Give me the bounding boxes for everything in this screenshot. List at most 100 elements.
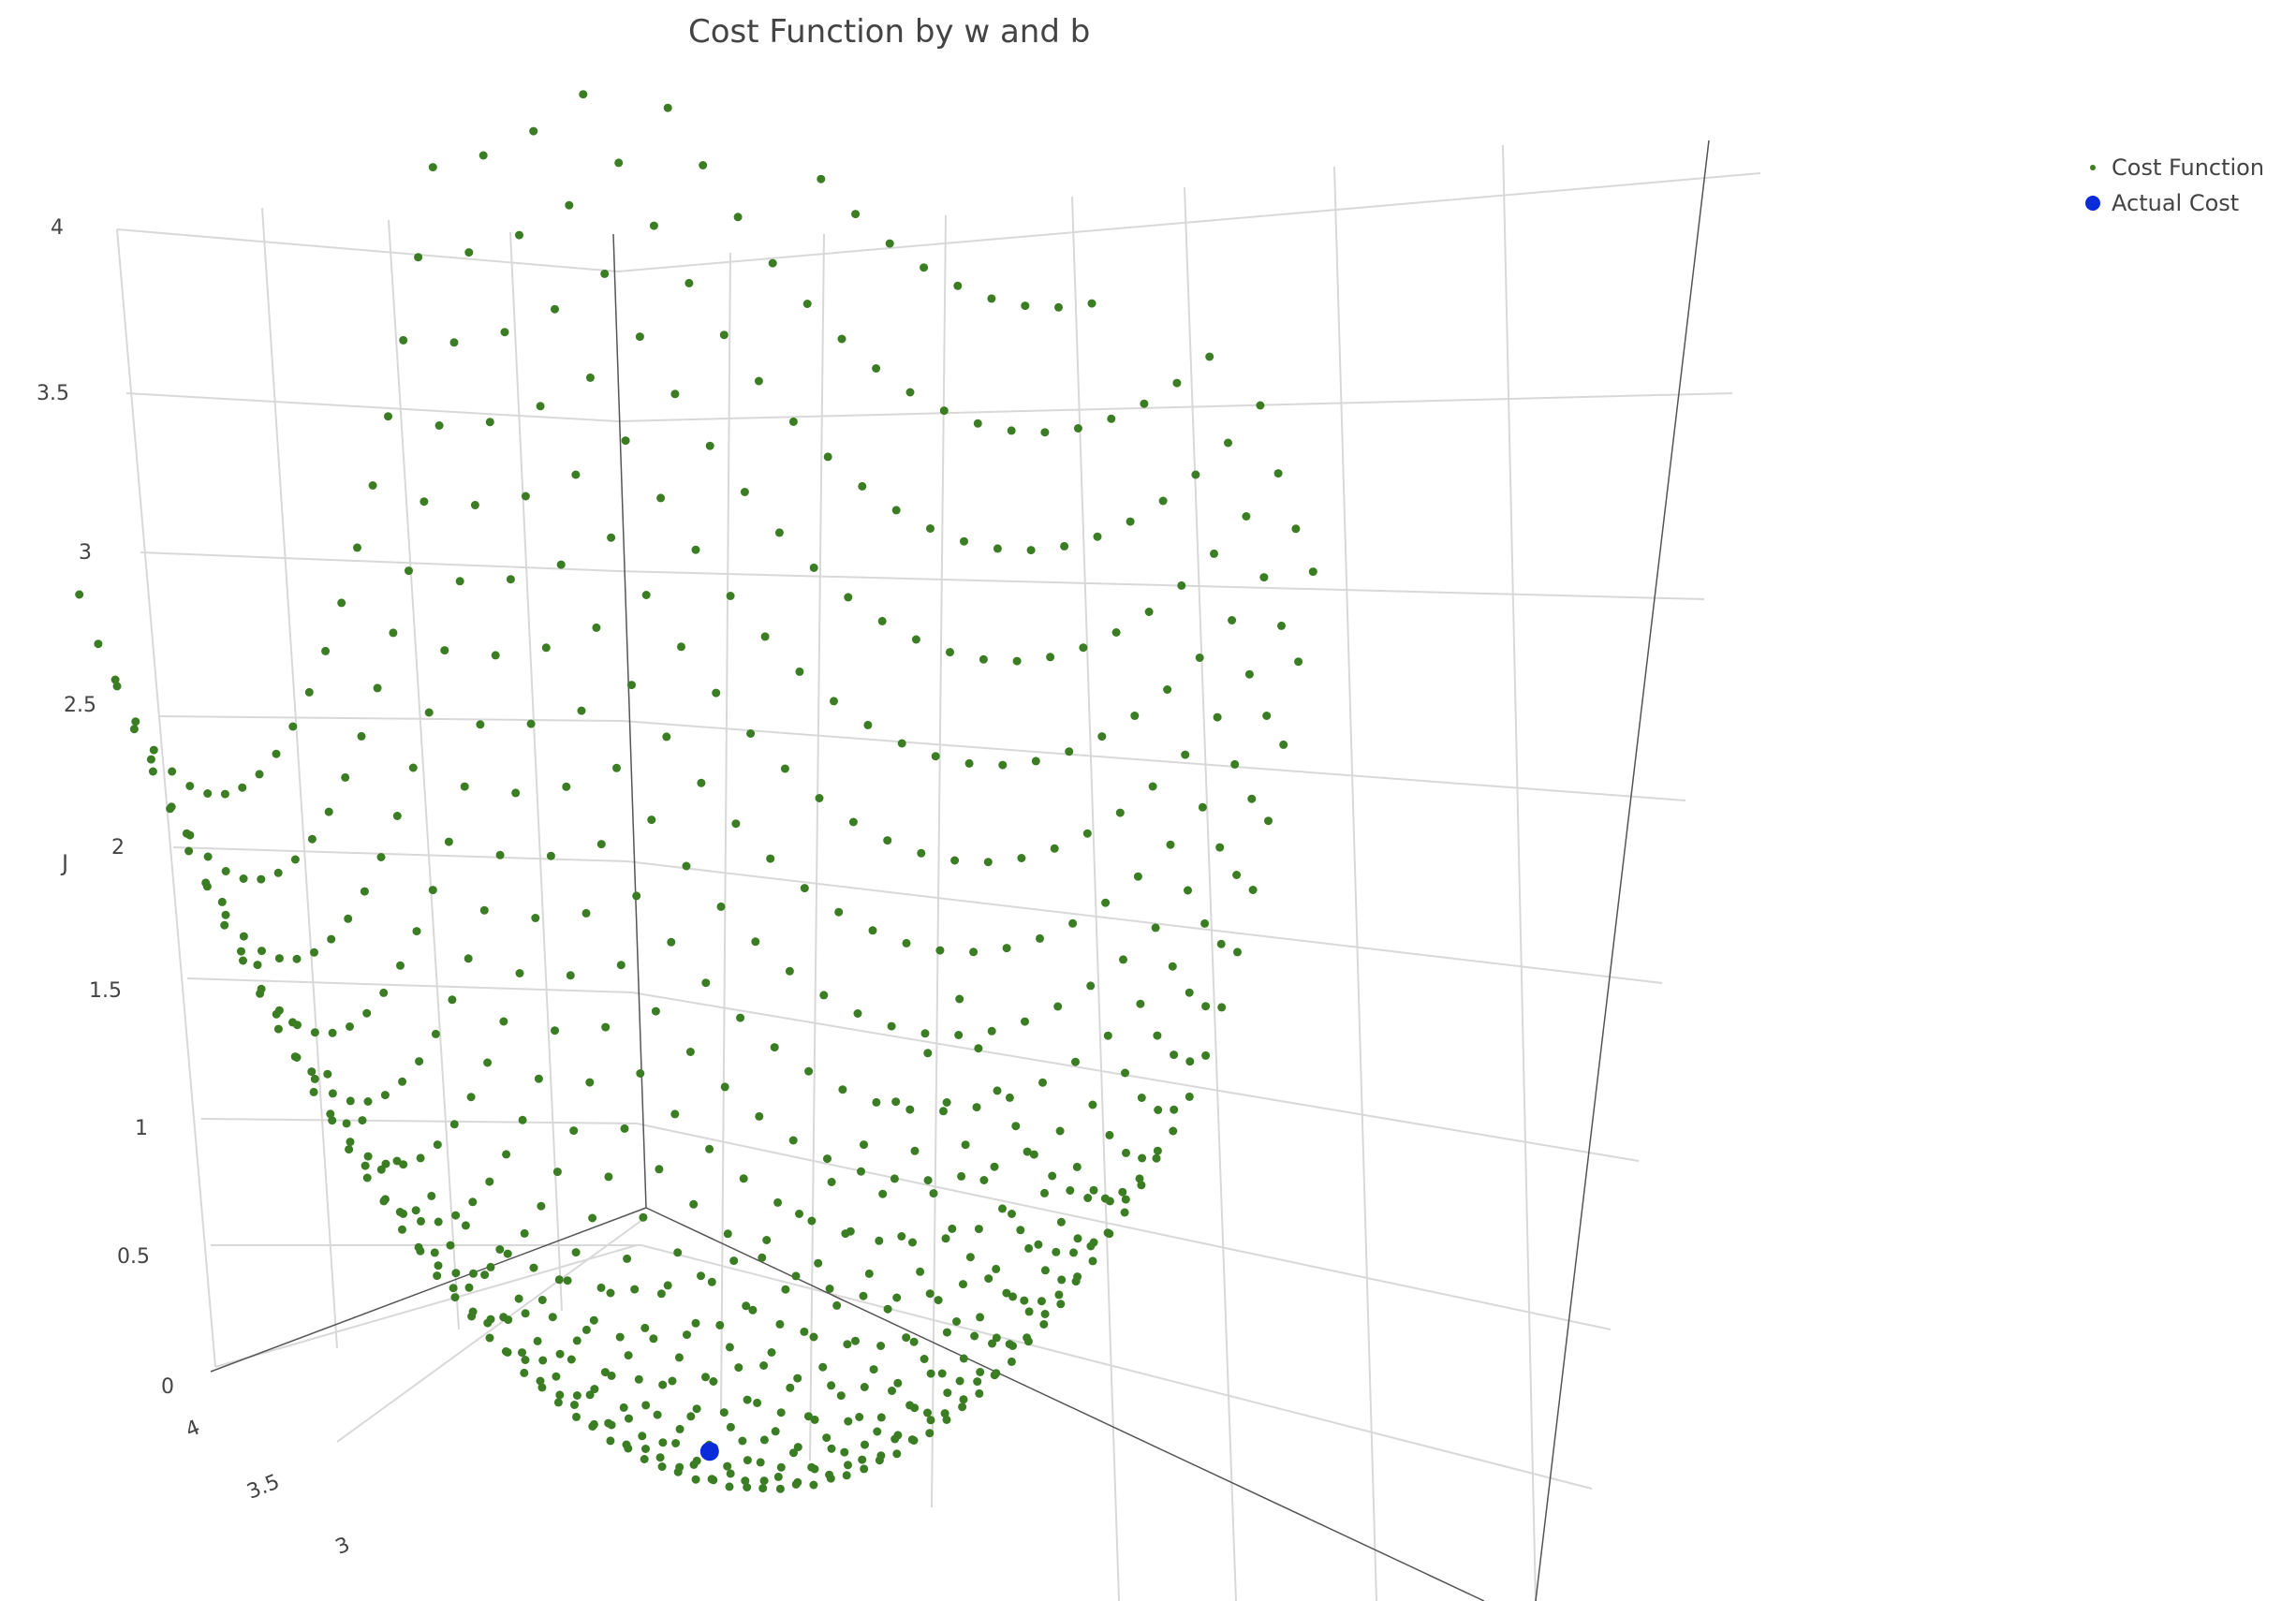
cost-function-point — [1082, 829, 1092, 838]
cost-function-point — [1021, 1017, 1029, 1026]
cost-function-point — [346, 1022, 354, 1031]
cost-function-point — [705, 1144, 714, 1153]
cost-function-point — [785, 966, 794, 976]
cost-function-point — [897, 739, 906, 748]
cost-function-point — [825, 1285, 834, 1293]
cost-function-point — [554, 1275, 564, 1285]
cost-function-point — [1026, 546, 1036, 555]
cost-function-point — [926, 1369, 935, 1378]
cost-function-point — [1069, 1248, 1078, 1257]
cost-function-point — [1060, 541, 1069, 551]
cost-function-point — [360, 887, 369, 896]
cost-function-point — [323, 1069, 332, 1079]
cost-function-point — [521, 492, 530, 501]
grid-line — [1333, 166, 1377, 1601]
cost-function-point — [290, 855, 300, 864]
cost-function-point — [585, 1390, 595, 1400]
cost-function-point — [740, 488, 749, 496]
grid-line — [809, 233, 825, 1461]
cost-function-point — [1210, 549, 1218, 558]
cost-function-point — [449, 338, 459, 347]
cost-function-point — [823, 1154, 832, 1164]
legend-item-cost-function[interactable]: Cost Function — [2074, 150, 2264, 185]
cost-function-point — [1181, 750, 1190, 759]
cost-function-point — [506, 575, 515, 584]
legend-item-actual-cost[interactable]: Actual Cost — [2074, 185, 2264, 221]
cost-function-point — [931, 752, 940, 761]
cost-function-point — [948, 1224, 957, 1233]
cost-function-point — [781, 1285, 790, 1294]
cost-function-point — [1153, 1031, 1162, 1040]
cost-function-point — [621, 436, 630, 446]
cost-function-point — [689, 1460, 699, 1469]
cost-function-point — [964, 758, 974, 768]
cost-function-point — [827, 1444, 836, 1453]
cost-function-point — [1121, 1068, 1129, 1078]
cost-function-point — [743, 1483, 752, 1491]
cost-function-point — [548, 1313, 557, 1322]
cost-function-point — [658, 1438, 668, 1447]
cost-function-point — [541, 643, 551, 653]
cost-function-point — [324, 807, 333, 816]
cost-function-point — [1017, 854, 1026, 862]
cost-function-point — [1005, 1340, 1014, 1349]
cost-function-point — [538, 1356, 548, 1365]
cost-function-point — [662, 732, 671, 742]
cost-function-point — [902, 938, 911, 947]
cost-function-point — [1169, 1126, 1178, 1136]
cost-function-point — [804, 1066, 814, 1076]
cost-function-point — [851, 210, 861, 219]
cost-function-point — [428, 163, 437, 172]
cost-function-point — [1093, 532, 1102, 541]
cost-function-point — [1103, 1228, 1112, 1238]
cost-function-point — [1137, 1181, 1146, 1190]
cost-function-point — [786, 1383, 795, 1392]
cost-function-point — [719, 330, 729, 340]
cost-function-point — [292, 954, 302, 963]
cost-function-point — [555, 1349, 565, 1359]
cost-function-point — [920, 1029, 930, 1038]
cost-function-point — [1002, 944, 1011, 953]
cost-function-point — [166, 804, 175, 814]
cost-function-point — [883, 1304, 892, 1314]
cost-function-point — [731, 819, 741, 829]
cost-function-point — [417, 1216, 425, 1226]
cost-function-point — [677, 642, 685, 652]
cost-function-point — [844, 1417, 853, 1426]
cost-function-point — [1135, 1174, 1144, 1183]
cost-function-point — [1057, 1275, 1067, 1285]
x-wall-edge — [1535, 140, 1710, 1601]
cost-function-point — [537, 1296, 547, 1304]
cost-function-point — [917, 848, 926, 858]
cost-function-point — [449, 1120, 459, 1129]
cost-function-point — [776, 1408, 786, 1417]
cost-function-point — [1213, 712, 1222, 722]
cost-function-point — [987, 1026, 996, 1036]
cost-function-point — [810, 1415, 819, 1424]
cost-function-point — [1107, 414, 1116, 423]
cost-function-point — [627, 681, 636, 690]
cost-function-point — [1277, 621, 1286, 630]
cost-function-point — [641, 1445, 650, 1453]
cost-function-point — [656, 1289, 666, 1299]
cost-function-point — [399, 335, 408, 345]
cost-function-point — [1172, 378, 1182, 388]
cost-function-point — [376, 1165, 386, 1174]
cost-function-point — [619, 1403, 628, 1412]
cost-function-point — [935, 946, 945, 955]
cost-function-point — [675, 1424, 684, 1433]
cost-function-point — [709, 1377, 718, 1386]
cost-function-point — [337, 598, 346, 608]
cost-function-point — [381, 1159, 390, 1168]
cost-function-point — [630, 1285, 640, 1294]
cost-function-point — [1148, 782, 1157, 791]
y-tick-labels: 43.53 — [183, 1416, 353, 1559]
cost-function-point — [925, 1289, 935, 1299]
cost-function-point — [952, 1317, 961, 1326]
cost-function-point — [1294, 657, 1303, 667]
cost-function-point — [521, 1309, 530, 1318]
cost-function-point — [1007, 1357, 1016, 1366]
grid-line — [125, 392, 619, 422]
cost-function-point — [743, 1395, 752, 1404]
